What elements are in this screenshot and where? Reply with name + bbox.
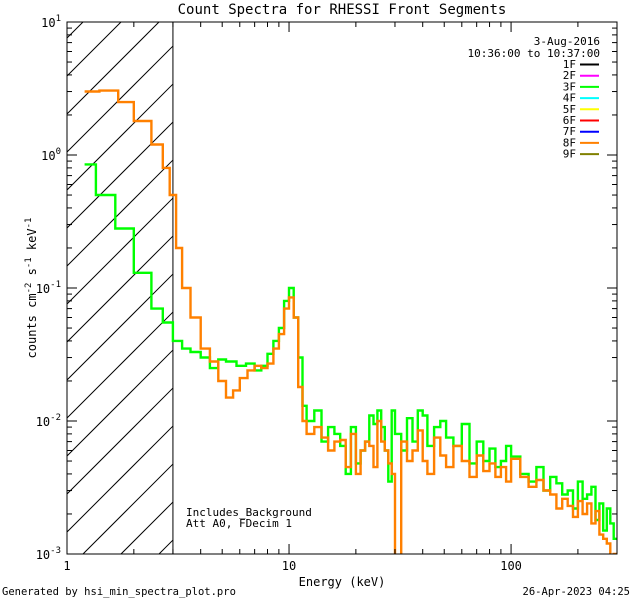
hatch-line [66, 21, 122, 77]
legend-label-1F: 1F [563, 58, 576, 71]
chart-title: Count Spectra for RHESSI Front Segments [178, 2, 507, 18]
hatch-line [158, 539, 174, 555]
y-axis-label-mid: s [25, 268, 39, 282]
y-tick-label: 10-3 [36, 546, 61, 562]
y-tick-label: 10-1 [36, 280, 61, 296]
hatch-line [66, 387, 174, 495]
hatch-line [66, 21, 160, 115]
hatch-line [66, 197, 174, 305]
footer-generated-by: Generated by hsi_min_spectra_plot.pro [2, 586, 236, 598]
footer-timestamp: 26-Apr-2023 04:25 [523, 586, 630, 598]
y-axis-label-base: counts cm [25, 293, 39, 358]
hatch-line [66, 273, 174, 381]
x-tick-label: 100 [500, 559, 522, 573]
hatch-line [66, 349, 174, 457]
legend-label-5F: 5F [563, 103, 576, 116]
legend-date: 3-Aug-2016 [534, 35, 600, 48]
y-axis-label-sup2: -1 [24, 257, 34, 268]
hatch-line [82, 463, 174, 555]
y-axis-label-sup3: -1 [24, 218, 34, 229]
y-tick-label: 100 [41, 147, 61, 163]
legend-label-9F: 9F [563, 148, 576, 161]
annotation-background: Includes_Background [186, 506, 312, 519]
hatch-line [66, 21, 84, 39]
legend-label-8F: 8F [563, 136, 576, 149]
hatched-excluded-region [66, 21, 174, 555]
y-axis-label-mid2: keV [25, 228, 39, 257]
legend-label-4F: 4F [563, 92, 576, 105]
hatch-line [66, 121, 174, 229]
hatch-line [66, 83, 174, 191]
series-8F-line [84, 89, 617, 554]
x-axis-label: Energy (keV) [299, 575, 386, 589]
hatch-line [120, 501, 174, 555]
y-tick-label: 10-2 [36, 413, 61, 429]
y-axis-label: counts cm-2 s-1 keV-1 [24, 218, 39, 359]
legend-label-7F: 7F [563, 125, 576, 138]
x-tick-label: 1 [63, 559, 70, 573]
hatch-line [66, 235, 174, 343]
legend: 3-Aug-2016 10:36:00 to 10:37:00 1F2F3F4F… [468, 35, 600, 161]
hatch-line [66, 311, 174, 419]
plot-frame [66, 21, 618, 555]
legend-time-range: 10:36:00 to 10:37:00 [468, 47, 600, 60]
annotation-attenuator: Att A0, FDecim 1 [186, 517, 292, 530]
y-axis-label-sup1: -2 [24, 283, 34, 294]
legend-label-2F: 2F [563, 69, 576, 82]
y-tick-label: 101 [41, 14, 61, 30]
hatch-line [66, 45, 174, 153]
series-3F-line [84, 163, 617, 540]
hatch-line [66, 159, 174, 267]
x-tick-label: 10 [282, 559, 296, 573]
legend-label-3F: 3F [563, 80, 576, 93]
hatch-line [66, 425, 174, 533]
legend-label-6F: 6F [563, 114, 576, 127]
